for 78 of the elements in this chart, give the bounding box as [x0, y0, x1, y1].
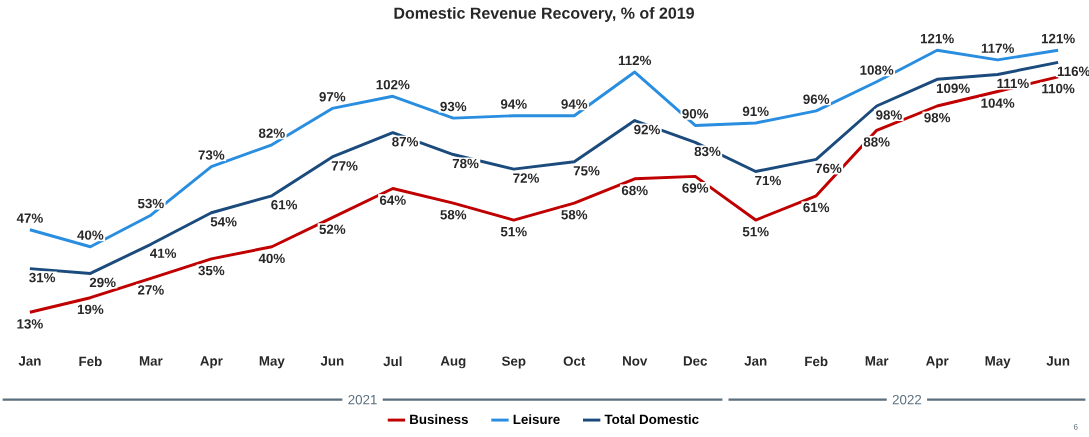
x-tick-label: Feb — [79, 356, 102, 367]
data-label: 97% — [319, 92, 346, 102]
data-label: 58% — [561, 210, 588, 220]
x-tick-label: Jul — [383, 356, 402, 367]
data-label: 98% — [924, 112, 951, 123]
data-label: 64% — [379, 195, 406, 205]
data-label: 75% — [573, 166, 600, 176]
data-label: 61% — [803, 202, 830, 213]
data-label: 31% — [29, 272, 56, 283]
legend-label: Total Domestic — [604, 414, 699, 425]
data-label: 40% — [258, 253, 285, 264]
data-label: 109% — [936, 83, 970, 94]
data-label: 51% — [500, 226, 527, 237]
x-tick-label: May — [985, 356, 1011, 369]
data-label: 98% — [876, 110, 902, 120]
data-label: 35% — [198, 265, 225, 276]
data-label: 90% — [682, 109, 709, 119]
data-label: 52% — [319, 224, 346, 234]
data-label: 41% — [150, 248, 177, 258]
x-tick-label: Nov — [623, 356, 648, 366]
data-label: 27% — [137, 285, 164, 295]
x-tick-label: Sep — [501, 356, 526, 369]
data-label: 108% — [860, 65, 894, 75]
x-tick-label: Feb — [805, 356, 828, 367]
data-label: 83% — [694, 146, 721, 157]
data-label: 76% — [815, 163, 842, 174]
data-label: 69% — [682, 183, 709, 193]
x-tick-label: Jan — [744, 356, 767, 366]
data-label: 77% — [331, 161, 358, 171]
data-label: 29% — [89, 277, 116, 288]
legend-label: Business — [410, 414, 468, 425]
data-label: 87% — [392, 136, 419, 147]
data-label: 121% — [920, 33, 954, 44]
text: 6 — [1073, 423, 1078, 430]
x-tick-label: Jan — [18, 356, 41, 366]
x-tick-label: Mar — [139, 356, 163, 366]
chart-title: Domestic Revenue Recovery, % of 2019 — [394, 7, 694, 22]
data-label: 72% — [513, 173, 540, 183]
data-label: 88% — [863, 137, 890, 147]
data-label: 58% — [440, 210, 467, 220]
data-label: 93% — [440, 101, 467, 112]
data-label: 104% — [981, 98, 1015, 108]
data-label: 47% — [16, 213, 43, 223]
data-label: 73% — [198, 150, 225, 160]
data-label: 96% — [803, 94, 830, 104]
x-tick-label: Jun — [320, 356, 344, 366]
x-tick-label: Jun — [1046, 356, 1070, 366]
data-label: 71% — [755, 175, 781, 186]
x-tick-label: May — [259, 356, 285, 369]
x-tick-label: Apr — [200, 356, 223, 369]
data-label: 121% — [1041, 33, 1075, 44]
data-label: 110% — [1042, 83, 1075, 94]
data-label: 51% — [742, 226, 769, 237]
data-label: 91% — [742, 106, 769, 117]
text: 2021 — [348, 394, 377, 405]
data-label: 54% — [210, 217, 237, 227]
data-label: 53% — [137, 198, 164, 209]
x-tick-label: Oct — [563, 356, 586, 366]
data-label: 117% — [981, 43, 1014, 53]
data-label: 94% — [561, 99, 588, 109]
data-label: 112% — [618, 55, 652, 66]
data-label: 102% — [376, 79, 410, 90]
data-label: 40% — [77, 230, 104, 240]
data-label: 13% — [17, 319, 43, 329]
data-label: 111% — [997, 78, 1029, 89]
data-label: 19% — [77, 304, 104, 315]
data-label: 94% — [500, 99, 527, 109]
data-label: 92% — [634, 124, 660, 135]
text: 2022 — [892, 394, 922, 405]
legend-label: Leisure — [513, 414, 560, 425]
data-label: 78% — [452, 158, 479, 169]
x-tick-label: Mar — [865, 356, 889, 366]
x-tick-label: Dec — [683, 356, 708, 366]
data-label: 68% — [621, 185, 648, 196]
x-tick-label: Apr — [926, 356, 949, 369]
data-label: 82% — [258, 128, 285, 138]
x-tick-label: Aug — [440, 356, 466, 369]
data-label: 61% — [271, 200, 298, 210]
